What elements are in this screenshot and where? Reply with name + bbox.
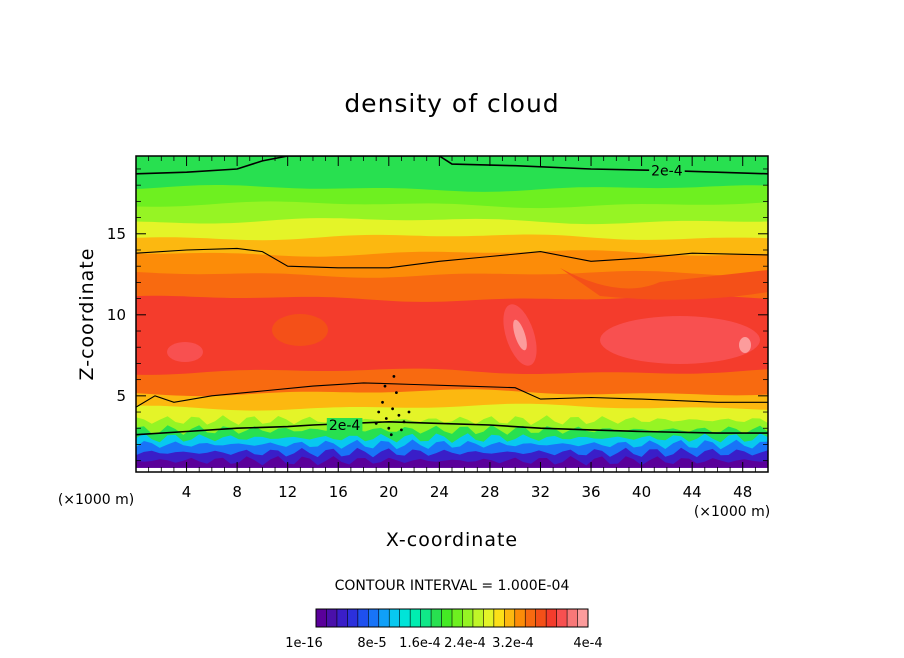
turbulent-speckle <box>374 375 411 437</box>
x-tick-label: 44 <box>683 483 702 501</box>
contour-line-lower-2e-4 <box>136 420 768 436</box>
chart-title: density of cloud <box>344 89 559 118</box>
contour-line-upper-mid <box>136 247 768 269</box>
y-tick-label: 10 <box>107 306 126 324</box>
speckle-dot <box>384 417 388 420</box>
x-tick-label: 12 <box>278 483 297 501</box>
colorbar-tick-label: 2.4e-4 <box>444 636 486 651</box>
colorbar-swatch <box>462 609 474 627</box>
colorbar-swatch <box>357 609 369 627</box>
colorbar-swatch <box>410 609 421 627</box>
colorbar-swatch <box>420 609 432 627</box>
colorbar-tick-label: 8e-5 <box>357 636 386 651</box>
y-axis-title: Z-coordinate <box>76 248 98 381</box>
contour-labels: 2e-4 2e-4 <box>326 163 685 435</box>
colorbar-swatch <box>399 609 411 627</box>
contour-label-bg <box>326 418 363 435</box>
colorbar-swatch <box>472 609 484 627</box>
colorbar-tick-label: 1e-16 <box>285 636 323 651</box>
x-axis-title: X-coordinate <box>386 529 518 551</box>
colorbar-frame <box>315 608 589 628</box>
colorbar-swatch <box>546 609 557 627</box>
colorbar-swatch <box>316 609 327 627</box>
x-unit-left: (×1000 m) <box>58 492 134 508</box>
y-tick-label: 15 <box>107 225 126 243</box>
speckle-dot <box>397 413 401 417</box>
x-tick-label: 20 <box>379 483 398 501</box>
bright-cell-right-core <box>739 337 751 353</box>
speckle-dot <box>407 410 411 414</box>
colorbar-tick-label: 4e-4 <box>573 636 602 651</box>
colorbar-swatch <box>452 609 463 627</box>
bright-cell-center-core <box>513 319 527 351</box>
y-axis-ticks: 5 10 15 <box>107 168 768 462</box>
colorbar-swatch <box>567 609 578 627</box>
speckle-dot <box>383 384 387 388</box>
bright-cell-right <box>600 316 760 364</box>
plot-area <box>136 156 768 472</box>
x-tick-label: 4 <box>182 483 192 501</box>
x-tick-label: 16 <box>329 483 348 501</box>
x-unit-right: (×1000 m) <box>694 504 770 520</box>
x-tick-label: 24 <box>430 483 449 501</box>
colorbar <box>315 608 589 628</box>
colorbar-tick-label: 1.6e-4 <box>399 636 441 651</box>
colorbar-swatch <box>368 609 380 627</box>
x-tick-label: 48 <box>733 483 752 501</box>
colorbar-swatch <box>556 609 568 627</box>
mid-bright-patch <box>272 314 328 346</box>
speckle-dot <box>392 375 396 378</box>
contour-line-upper-2e-4 <box>136 156 768 175</box>
contour-label: 2e-4 <box>329 418 361 434</box>
contour-label: 2e-4 <box>651 164 683 180</box>
speckle-dot <box>400 428 403 432</box>
x-tick-label: 28 <box>480 483 499 501</box>
speckle-dot <box>381 400 384 404</box>
speckle-dot <box>402 420 406 424</box>
speckle-dot <box>395 391 398 394</box>
contour-interval-label: CONTOUR INTERVAL = 1.000E-04 <box>335 578 570 594</box>
upper-right-streak <box>560 268 768 300</box>
colorbar-swatch <box>441 609 453 627</box>
colorbar-tick-label: 3.2e-4 <box>492 636 534 651</box>
x-axis-ticks: 4 8 12 16 20 24 28 32 36 40 44 48 <box>148 156 756 501</box>
contour-lines <box>136 156 768 436</box>
speckle-dot <box>374 422 378 425</box>
field-features <box>167 268 768 366</box>
x-tick-label: 32 <box>531 483 550 501</box>
colorbar-swatch <box>493 609 505 627</box>
colorbar-swatch <box>347 609 359 627</box>
y-tick-label: 5 <box>116 387 126 405</box>
colorbar-swatch <box>577 609 589 627</box>
speckle-dot <box>389 433 393 437</box>
colorbar-swatch <box>389 609 400 627</box>
x-tick-label: 36 <box>581 483 600 501</box>
speckle-dot <box>391 407 394 411</box>
colorbar-swatch <box>535 609 547 627</box>
x-tick-label: 40 <box>632 483 651 501</box>
colorbar-swatch <box>525 609 536 627</box>
colorbar-swatch <box>336 609 348 627</box>
speckle-dot <box>377 410 381 414</box>
colorbar-swatch <box>514 609 526 627</box>
colorbar-swatch <box>326 609 338 627</box>
colorbar-swatch <box>504 609 516 627</box>
contour-label-bg <box>649 163 685 180</box>
bright-cell-left <box>167 342 203 362</box>
speckle-dot <box>387 426 391 430</box>
colorbar-tick-labels: 1e-16 8e-5 1.6e-4 2.4e-4 3.2e-4 4e-4 <box>285 636 602 651</box>
contour-line-lower-mid <box>136 382 768 408</box>
x-tick-label: 8 <box>232 483 242 501</box>
field-bands <box>136 156 768 472</box>
colorbar-swatch <box>378 609 390 627</box>
colorbar-swatch <box>431 609 442 627</box>
colorbar-swatch <box>483 609 495 627</box>
